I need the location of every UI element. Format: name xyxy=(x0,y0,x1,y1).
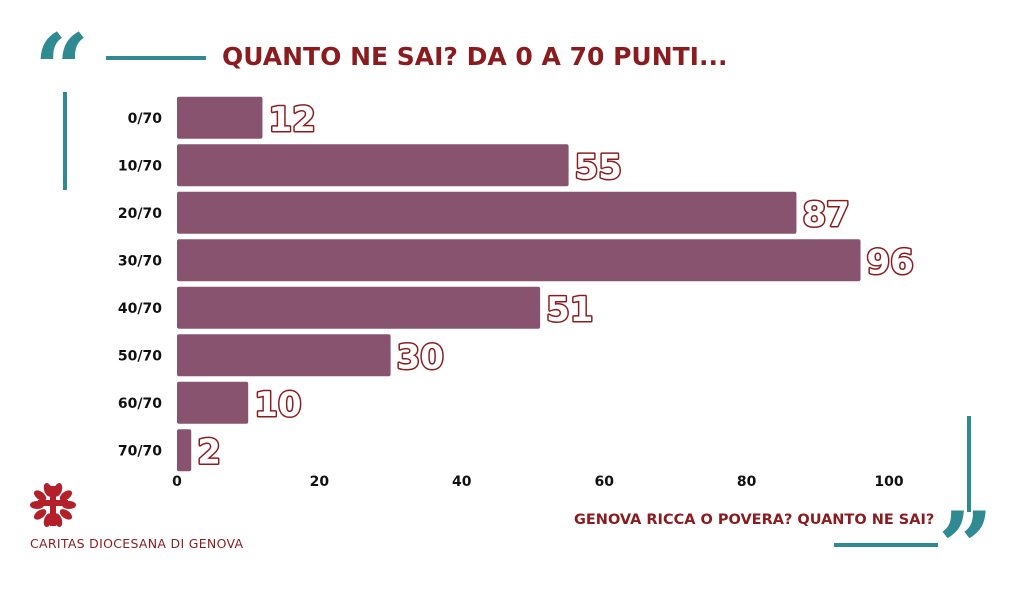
y-tick-label: 70/70 xyxy=(118,443,162,459)
y-tick-label: 20/70 xyxy=(118,206,162,222)
x-tick-label: 100 xyxy=(874,474,903,490)
data-label: 12 xyxy=(268,100,315,140)
chart-subtitle: GENOVA RICCA O POVERA? QUANTO NE SAI? xyxy=(574,512,935,528)
chart-title: QUANTO NE SAI? DA 0 A 70 PUNTI... xyxy=(222,42,728,71)
bar xyxy=(177,96,263,139)
y-tick-label: 30/70 xyxy=(118,253,162,269)
x-tick-label: 80 xyxy=(737,474,757,490)
close-quote-mark: ” xyxy=(938,491,994,604)
logo-flame xyxy=(59,490,73,501)
data-label: 96 xyxy=(867,242,914,282)
data-label: 55 xyxy=(575,147,622,187)
logo-flame xyxy=(33,509,47,520)
y-tick-label: 10/70 xyxy=(118,158,162,174)
bottom-rule xyxy=(834,543,938,547)
left-rule xyxy=(63,92,67,190)
right-rule xyxy=(967,416,971,512)
bar xyxy=(177,286,541,329)
bar xyxy=(177,381,249,424)
bar-chart: 0/70 12 10/70 55 20/70 87 30/70 96 40/70 51 50/70 3… xyxy=(118,96,915,490)
x-tick-label: 40 xyxy=(452,474,472,490)
caritas-logo-icon xyxy=(30,483,76,527)
top-rule xyxy=(106,56,206,60)
organization-name: CARITAS DIOCESANA DI GENOVA xyxy=(30,536,244,551)
logo-flame xyxy=(59,509,73,520)
x-tick-label: 0 xyxy=(172,474,182,490)
data-label: 30 xyxy=(397,337,444,377)
bar xyxy=(177,429,192,472)
bar xyxy=(177,144,569,187)
y-tick-label: 50/70 xyxy=(118,348,162,364)
y-tick-label: 60/70 xyxy=(118,396,162,412)
x-tick-label: 60 xyxy=(594,474,614,490)
y-tick-label: 0/70 xyxy=(128,111,163,127)
logo-flame xyxy=(33,490,47,501)
bar xyxy=(177,191,797,234)
y-tick-label: 40/70 xyxy=(118,301,162,317)
open-quote-mark: “ xyxy=(34,13,90,126)
bar xyxy=(177,334,391,377)
data-label: 87 xyxy=(802,195,849,235)
data-label: 51 xyxy=(546,290,593,330)
bar xyxy=(177,239,861,282)
data-label: 10 xyxy=(254,385,301,425)
x-tick-label: 20 xyxy=(310,474,330,490)
data-label: 2 xyxy=(197,432,221,472)
